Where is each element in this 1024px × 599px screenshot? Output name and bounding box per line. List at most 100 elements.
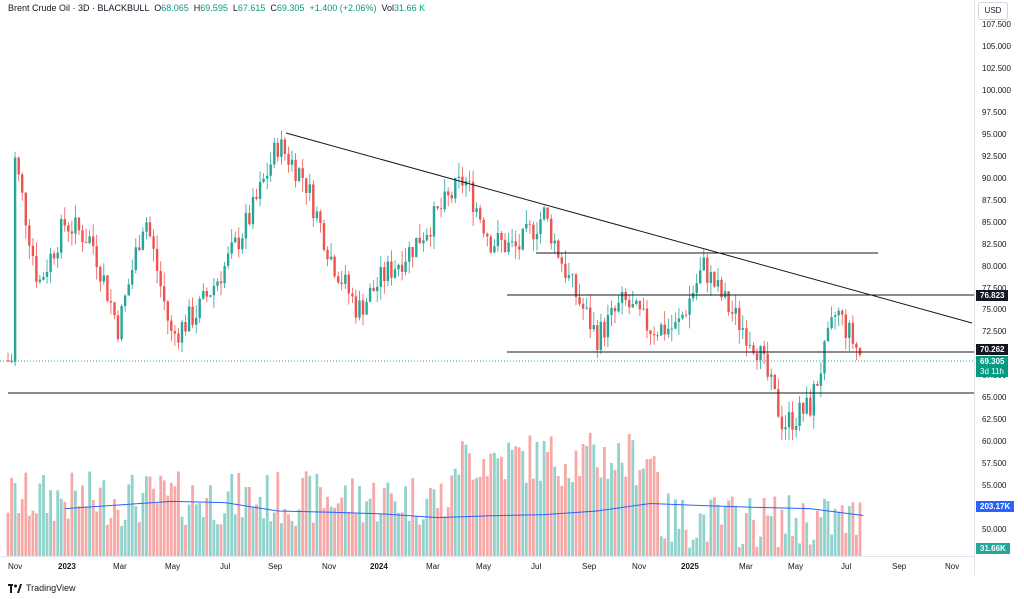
volume-bar bbox=[759, 536, 762, 556]
candle-body bbox=[248, 213, 251, 225]
price-candles bbox=[6, 130, 862, 441]
candle-body bbox=[180, 322, 184, 343]
volume-bar bbox=[290, 520, 294, 556]
volume-bar bbox=[393, 501, 397, 556]
candle-body bbox=[738, 307, 741, 330]
candle-body bbox=[699, 270, 702, 284]
candle-body bbox=[755, 353, 759, 360]
candle-body bbox=[610, 307, 613, 315]
candle-body bbox=[841, 310, 844, 315]
volume-bar bbox=[155, 503, 159, 556]
candle-body bbox=[280, 139, 283, 157]
time-tick-label: Mar bbox=[739, 562, 753, 571]
candle-body bbox=[762, 346, 766, 354]
volume-bar bbox=[120, 526, 123, 556]
candle-body bbox=[532, 224, 535, 240]
volume-bar bbox=[365, 501, 368, 556]
candle-body bbox=[31, 245, 35, 257]
time-tick-label: 2024 bbox=[370, 562, 388, 571]
candle-body bbox=[443, 191, 446, 210]
volume-bar bbox=[95, 511, 99, 556]
volume-bar bbox=[762, 498, 766, 556]
candle-body bbox=[727, 291, 730, 313]
close-label: C bbox=[270, 3, 277, 13]
volume-bar bbox=[63, 501, 67, 556]
candle-body bbox=[88, 236, 91, 243]
volume-bar bbox=[539, 480, 542, 556]
candle-body bbox=[123, 295, 127, 307]
candle-body bbox=[283, 139, 287, 154]
candle-body bbox=[791, 412, 794, 430]
candle-body bbox=[191, 306, 194, 325]
volume-bar bbox=[844, 533, 848, 556]
volume-bar bbox=[368, 498, 372, 556]
symbol-label[interactable]: Brent Crude Oil · 3D · BLACKBULL bbox=[8, 3, 150, 13]
time-tick-label: May bbox=[165, 562, 181, 571]
candle-body bbox=[159, 271, 162, 287]
candle-body bbox=[613, 307, 617, 312]
volume-bar bbox=[425, 498, 429, 556]
time-tick-label: Mar bbox=[426, 562, 440, 571]
volume-bar bbox=[585, 445, 589, 556]
candle-body bbox=[493, 246, 496, 253]
volume-bar bbox=[737, 547, 741, 556]
volume-bar bbox=[382, 488, 386, 556]
volume-bar bbox=[688, 547, 691, 556]
candle-body bbox=[106, 275, 109, 301]
volume-bar bbox=[766, 515, 770, 556]
candle-body bbox=[496, 233, 500, 247]
volume-bar bbox=[59, 498, 63, 556]
volume-bar bbox=[283, 509, 287, 556]
volume-bar bbox=[599, 477, 603, 556]
candle-body bbox=[35, 256, 38, 282]
candle-body bbox=[56, 252, 59, 259]
volume-bar bbox=[322, 508, 326, 556]
candle-body bbox=[638, 300, 642, 310]
candle-body bbox=[585, 307, 588, 309]
candle-body bbox=[439, 208, 443, 210]
volume-bar bbox=[148, 476, 152, 556]
volume-bar bbox=[556, 476, 560, 556]
volume-bar bbox=[798, 543, 801, 556]
volume-bar bbox=[308, 475, 312, 556]
time-tick-label: Jul bbox=[220, 562, 231, 571]
candle-body bbox=[447, 191, 450, 196]
candle-body bbox=[340, 282, 343, 284]
candle-body bbox=[219, 281, 223, 284]
candle-body bbox=[461, 176, 464, 186]
currency-button[interactable]: USD bbox=[978, 2, 1008, 20]
volume-bar bbox=[471, 479, 475, 556]
candle-body bbox=[631, 304, 634, 308]
volume-bar bbox=[354, 513, 358, 556]
trendline[interactable] bbox=[285, 132, 973, 324]
volume-bar bbox=[631, 440, 635, 556]
candle-body bbox=[688, 298, 691, 315]
candle-body bbox=[77, 217, 81, 231]
candle-body bbox=[404, 261, 407, 272]
volume-bar bbox=[127, 484, 131, 556]
volume-bar bbox=[358, 486, 361, 556]
time-tick-label: May bbox=[788, 562, 804, 571]
volume-bar bbox=[116, 509, 120, 556]
candle-body bbox=[70, 231, 74, 234]
tradingview-logo[interactable]: TradingView bbox=[8, 583, 76, 593]
candle-body bbox=[670, 328, 673, 330]
candle-body bbox=[319, 211, 322, 223]
volume-bar bbox=[134, 506, 138, 556]
volume-bar bbox=[187, 504, 191, 556]
candle-body bbox=[816, 384, 819, 386]
candle-body bbox=[649, 330, 652, 335]
volume-bar bbox=[24, 472, 28, 556]
volume-bar bbox=[542, 441, 546, 556]
candle-body bbox=[596, 325, 599, 350]
candle-body bbox=[326, 249, 329, 260]
volume-bar bbox=[649, 458, 652, 556]
volume-bar bbox=[507, 442, 510, 556]
volume-bar bbox=[514, 446, 518, 556]
vol-value: 31.66 K bbox=[394, 3, 426, 13]
volume-bar bbox=[780, 509, 784, 556]
candle-body bbox=[60, 219, 63, 253]
volume-bar bbox=[269, 521, 273, 556]
volume-bar bbox=[35, 513, 38, 556]
